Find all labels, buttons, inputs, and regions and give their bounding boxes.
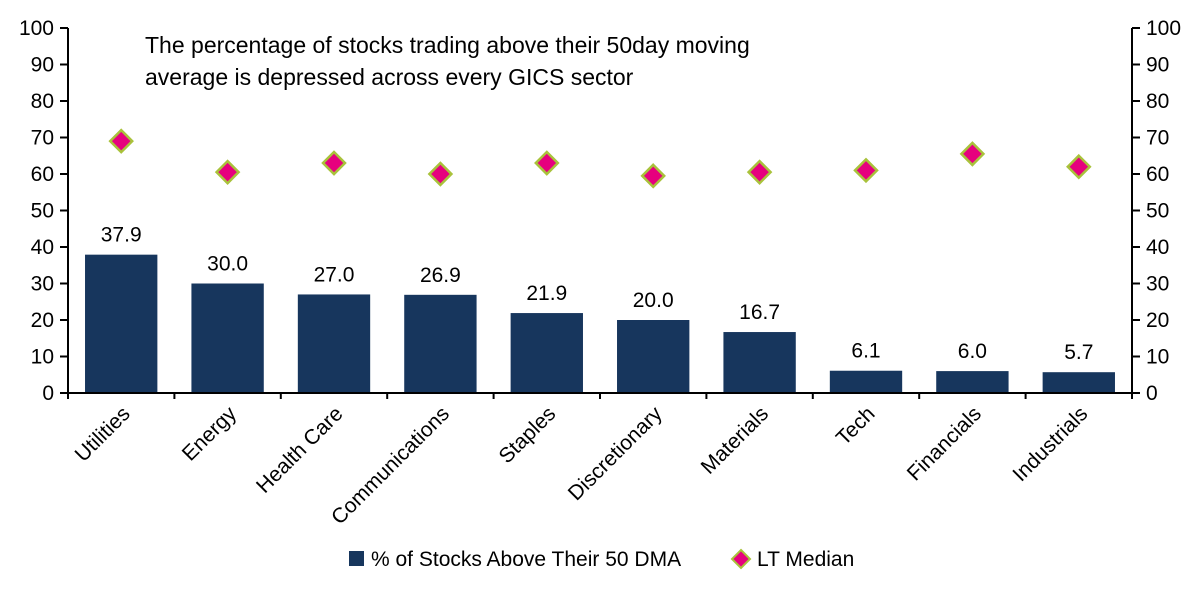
bar-value-label: 21.9 <box>526 282 567 305</box>
y-tick-label-left: 90 <box>31 54 54 77</box>
y-tick-label-left: 50 <box>31 200 54 223</box>
bar-value-label: 30.0 <box>207 253 248 276</box>
lt-median-marker-Tech <box>853 157 879 184</box>
y-tick-label-right: 30 <box>1146 273 1169 296</box>
legend-bar-label: % of Stocks Above Their 50 DMA <box>371 548 681 571</box>
x-category-label: Utilities <box>71 402 135 466</box>
bar-value-label: 16.7 <box>739 301 780 324</box>
lt-median-marker-Industrials <box>1066 153 1092 180</box>
lt-median-marker-Utilities <box>108 128 134 154</box>
bar-Industrials <box>1042 372 1115 393</box>
bar-value-label: 26.9 <box>420 264 461 287</box>
bar-value-label: 27.0 <box>314 263 355 286</box>
y-tick-label-right: 100 <box>1146 17 1181 40</box>
y-tick-label-right: 50 <box>1146 200 1169 223</box>
x-category-label: Tech <box>832 402 880 450</box>
lt-median-marker-Energy <box>214 159 241 185</box>
y-tick-label-left: 30 <box>31 273 54 296</box>
bar-Communications <box>404 294 477 393</box>
y-tick-label-right: 0 <box>1146 382 1158 405</box>
x-category-label: Financials <box>903 402 986 485</box>
y-tick-label-left: 70 <box>31 127 54 150</box>
lt-median-marker-Materials <box>746 159 773 185</box>
x-category-label: Industrials <box>1008 402 1092 486</box>
y-tick-label-right: 10 <box>1146 346 1169 369</box>
bar-value-label: 6.1 <box>851 340 880 363</box>
y-tick-label-left: 100 <box>19 17 54 40</box>
lt-median-marker-Health Care <box>321 150 347 176</box>
bar-value-label: 20.0 <box>633 289 674 312</box>
lt-median-marker-Financials <box>959 141 986 167</box>
y-tick-label-right: 70 <box>1146 127 1169 150</box>
chart-title-line-2: average is depressed across every GICS s… <box>145 64 634 90</box>
y-tick-label-right: 40 <box>1146 236 1169 259</box>
lt-median-marker-Communications <box>427 161 454 187</box>
legend-diamond-swatch <box>730 548 752 570</box>
bar-Materials <box>723 332 796 393</box>
bar-Staples <box>510 313 583 393</box>
chart-title-line-1: The percentage of stocks trading above t… <box>145 32 750 58</box>
y-tick-label-right: 20 <box>1146 309 1169 332</box>
bar-Financials <box>936 371 1009 393</box>
legend-bar-swatch <box>349 551 364 566</box>
x-category-label: Communications <box>327 402 454 529</box>
x-category-label: Discretionary <box>564 402 667 505</box>
lt-median-marker-Staples <box>534 150 560 176</box>
x-category-label: Energy <box>178 402 242 466</box>
y-tick-label-right: 80 <box>1146 90 1169 113</box>
y-tick-label-left: 0 <box>42 382 54 405</box>
x-category-label: Health Care <box>252 402 348 498</box>
y-tick-label-left: 10 <box>31 346 54 369</box>
y-tick-label-left: 40 <box>31 236 54 259</box>
bar-value-label: 6.0 <box>958 340 987 363</box>
bar-Utilities <box>85 254 158 393</box>
y-tick-label-left: 60 <box>31 163 54 186</box>
lt-median-marker-Discretionary <box>640 163 666 189</box>
y-tick-label-left: 80 <box>31 90 54 113</box>
bar-Tech <box>829 370 903 393</box>
bar-Discretionary <box>617 320 690 393</box>
y-tick-label-left: 20 <box>31 309 54 332</box>
y-tick-label-right: 60 <box>1146 163 1169 186</box>
bar-value-label: 5.7 <box>1064 341 1093 364</box>
x-category-label: Staples <box>495 402 561 468</box>
bar-Energy <box>191 283 264 393</box>
bar-value-label: 37.9 <box>101 224 142 247</box>
legend: % of Stocks Above Their 50 DMA LT Median <box>349 548 854 571</box>
x-category-label: Materials <box>697 402 774 479</box>
legend-median-label: LT Median <box>757 548 854 571</box>
y-tick-label-right: 90 <box>1146 54 1169 77</box>
bar-Health Care <box>297 294 371 393</box>
